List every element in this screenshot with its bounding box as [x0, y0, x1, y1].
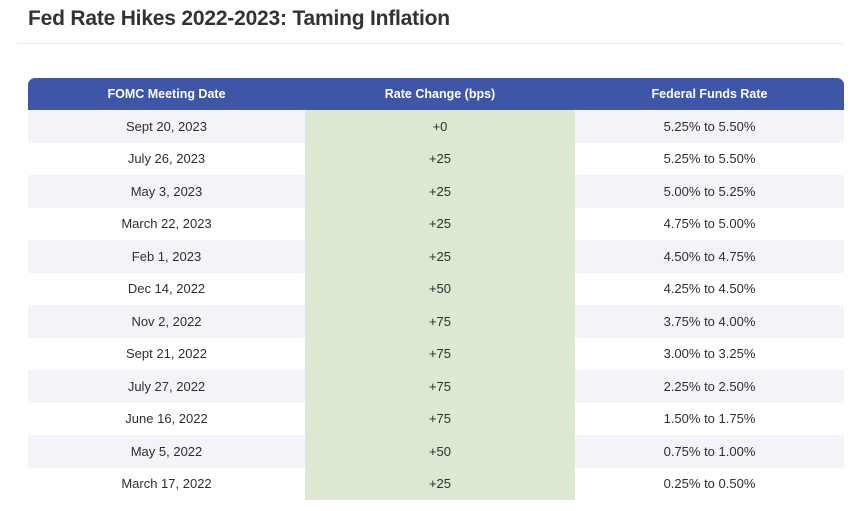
cell-funds-rate: 4.75% to 5.00%	[663, 216, 756, 232]
cell-meeting-date: March 22, 2023	[121, 216, 212, 232]
cell-funds-rate: 5.00% to 5.25%	[663, 183, 756, 199]
cell-funds-rate: 5.25% to 5.50%	[663, 118, 756, 134]
cell-rate-change: +25	[305, 240, 575, 273]
cell-rate-change: +25	[305, 467, 575, 500]
cell-funds-rate: 3.75% to 4.00%	[663, 313, 756, 329]
cell-meeting-date: Feb 1, 2023	[131, 248, 202, 264]
table-body: Sept 20, 2023 +0 5.25% to 5.50% July 26,…	[28, 110, 844, 500]
page-title: Fed Rate Hikes 2022-2023: Taming Inflati…	[28, 7, 450, 30]
table-row: March 17, 2022 +25 0.25% to 0.50%	[28, 467, 844, 500]
table-row: July 27, 2022 +75 2.25% to 2.50%	[28, 370, 844, 403]
cell-meeting-date: June 16, 2022	[125, 411, 208, 427]
cell-funds-rate: 0.25% to 0.50%	[663, 476, 756, 492]
cell-meeting-date: Nov 2, 2022	[131, 313, 202, 329]
column-header-meeting-date: FOMC Meeting Date	[107, 87, 226, 101]
cell-meeting-date: May 3, 2023	[130, 183, 203, 199]
table-row: Feb 1, 2023 +25 4.50% to 4.75%	[28, 240, 844, 273]
cell-meeting-date: Sept 20, 2023	[126, 118, 207, 134]
cell-rate-change: +75	[305, 337, 575, 370]
column-header-funds-rate: Federal Funds Rate	[651, 87, 768, 101]
table-row: Nov 2, 2022 +75 3.75% to 4.00%	[28, 305, 844, 338]
table-row: March 22, 2023 +25 4.75% to 5.00%	[28, 207, 844, 240]
fed-rate-table: FOMC Meeting Date Rate Change (bps) Fede…	[28, 78, 844, 500]
cell-funds-rate: 5.25% to 5.50%	[663, 151, 756, 167]
cell-funds-rate: 2.25% to 2.50%	[663, 378, 756, 394]
cell-rate-change: +50	[305, 435, 575, 468]
cell-meeting-date: Sept 21, 2022	[126, 346, 207, 362]
cell-meeting-date: May 5, 2022	[130, 443, 203, 459]
title-divider	[17, 43, 843, 44]
cell-funds-rate: 0.75% to 1.00%	[663, 443, 756, 459]
table-row: Dec 14, 2022 +50 4.25% to 4.50%	[28, 272, 844, 305]
cell-funds-rate: 4.50% to 4.75%	[663, 248, 756, 264]
column-header-rate-change: Rate Change (bps)	[384, 87, 496, 101]
cell-meeting-date: July 27, 2022	[127, 378, 206, 394]
cell-meeting-date: Dec 14, 2022	[127, 281, 206, 297]
cell-rate-change: +25	[305, 142, 575, 175]
cell-rate-change: +25	[305, 175, 575, 208]
cell-meeting-date: July 26, 2023	[127, 151, 206, 167]
cell-funds-rate: 3.00% to 3.25%	[663, 346, 756, 362]
table-row: Sept 21, 2022 +75 3.00% to 3.25%	[28, 337, 844, 370]
cell-rate-change: +0	[305, 110, 575, 143]
table-row: Sept 20, 2023 +0 5.25% to 5.50%	[28, 110, 844, 143]
cell-rate-change: +75	[305, 305, 575, 338]
cell-rate-change: +50	[305, 272, 575, 305]
table-row: June 16, 2022 +75 1.50% to 1.75%	[28, 402, 844, 435]
table-row: July 26, 2023 +25 5.25% to 5.50%	[28, 142, 844, 175]
cell-rate-change: +75	[305, 402, 575, 435]
table-row: May 3, 2023 +25 5.00% to 5.25%	[28, 175, 844, 208]
cell-funds-rate: 4.25% to 4.50%	[663, 281, 756, 297]
table-header-row: FOMC Meeting Date Rate Change (bps) Fede…	[28, 78, 844, 110]
cell-rate-change: +25	[305, 207, 575, 240]
cell-funds-rate: 1.50% to 1.75%	[663, 411, 756, 427]
cell-meeting-date: March 17, 2022	[121, 476, 212, 492]
table-row: May 5, 2022 +50 0.75% to 1.00%	[28, 435, 844, 468]
cell-rate-change: +75	[305, 370, 575, 403]
